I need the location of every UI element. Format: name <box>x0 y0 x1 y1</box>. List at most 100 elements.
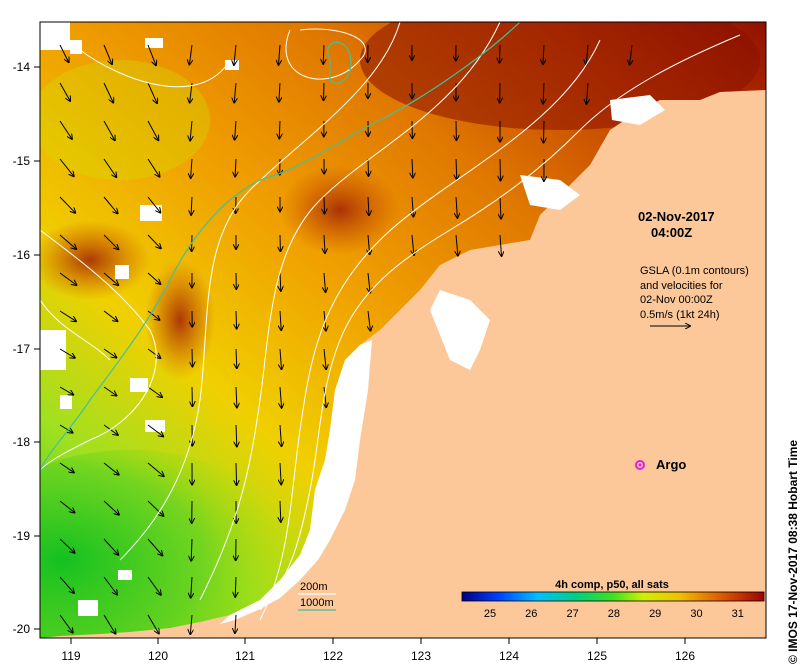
velocity-arrow <box>103 538 118 555</box>
velocity-arrow <box>280 500 281 522</box>
velocity-arrow <box>190 614 192 634</box>
velocity-arrow <box>103 272 118 285</box>
velocity-arrow <box>280 272 281 291</box>
velocity-arrow <box>324 348 326 369</box>
velocity-arrow <box>103 82 113 103</box>
velocity-arrow <box>147 234 161 248</box>
colorbar-tick-label: 30 <box>690 608 702 620</box>
coastal-gap <box>220 340 372 624</box>
colorbar: 4h comp, p50, all sats 25 26 27 28 29 30 31 <box>461 579 765 620</box>
argo-float: Argo <box>635 457 686 472</box>
depth-legend-1000m: 1000m <box>300 597 334 609</box>
lat-tick-label: -20 <box>13 622 31 636</box>
isobath-1000m <box>39 21 521 471</box>
velocity-arrow <box>412 158 413 178</box>
lon-tick-label: 121 <box>235 649 255 663</box>
velocity-arrow <box>147 120 158 140</box>
warm-water-patch <box>40 220 150 300</box>
velocity-arrow <box>324 196 325 214</box>
velocity-arrow <box>59 348 75 358</box>
velocity-arrow <box>279 44 281 65</box>
velocity-arrow <box>456 158 457 179</box>
velocity-arrow <box>368 158 369 176</box>
velocity-arrow <box>103 348 116 358</box>
velocity-arrow <box>412 196 413 217</box>
velocity-arrow <box>500 196 501 219</box>
velocity-arrow <box>147 462 164 476</box>
gsla-line-3: 02-Nov 00:00Z <box>640 294 713 306</box>
velocity-arrow <box>586 44 588 65</box>
velocity-arrow <box>147 310 160 320</box>
warm-water-patch-3 <box>280 165 400 255</box>
velocity-arrow <box>59 234 76 249</box>
velocity-arrow <box>147 348 160 358</box>
velocity-arrow <box>280 310 281 330</box>
velocity-arrow <box>59 576 74 593</box>
velocity-arrow <box>147 576 161 595</box>
velocity-arrow <box>59 500 75 513</box>
argo-label: Argo <box>656 457 686 472</box>
velocity-arrow <box>59 614 73 633</box>
velocity-arrow <box>500 44 501 63</box>
velocity-arrow <box>189 44 192 64</box>
velocity-arrow <box>59 538 75 553</box>
velocity-arrow <box>59 424 73 433</box>
velocity-arrow <box>147 386 162 397</box>
velocity-arrow <box>235 120 236 140</box>
lon-tick-label: 125 <box>587 649 607 663</box>
velocity-arrow <box>630 44 632 65</box>
velocity-arrow <box>368 310 370 331</box>
velocity-arrow <box>103 462 119 475</box>
velocity-arrow <box>323 44 324 64</box>
velocity-arrow <box>103 310 118 321</box>
velocity-arrow <box>543 82 544 104</box>
velocity-arrow <box>280 462 281 484</box>
velocity-arrow <box>59 310 76 321</box>
colorbar-tick-label: 25 <box>484 608 496 620</box>
velocity-arrow <box>59 120 72 139</box>
map-time: 04:00Z <box>651 225 692 240</box>
plot-frame <box>39 21 767 639</box>
velocity-arrows <box>59 44 632 634</box>
credit-text: © IMOS 17-Nov-2017 08:38 Hobart Time <box>786 440 800 664</box>
lat-tick-label: -17 <box>13 342 31 356</box>
lat-tick-label: -15 <box>13 154 31 168</box>
velocity-arrow <box>147 158 160 177</box>
velocity-arrow <box>147 82 157 103</box>
map-date: 02-Nov-2017 <box>638 209 715 224</box>
velocity-arrow <box>190 82 192 103</box>
velocity-arrow <box>103 44 112 64</box>
velocity-arrow <box>324 386 326 407</box>
plot-area <box>40 22 766 638</box>
bay-gap <box>430 290 490 370</box>
lon-tick-label: 122 <box>323 649 343 663</box>
gsla-contours <box>39 21 601 621</box>
velocity-arrow <box>147 44 156 65</box>
velocity-arrow <box>280 424 282 446</box>
velocity-arrow <box>147 500 163 516</box>
velocity-arrow <box>543 44 544 64</box>
cloud-gaps <box>40 22 239 616</box>
velocity-arrow <box>103 576 117 595</box>
velocity-arrow <box>279 82 280 102</box>
velocity-arrow <box>103 120 115 140</box>
colorbar-tick-label: 31 <box>732 608 744 620</box>
lon-tick-label: 120 <box>148 649 168 663</box>
lon-tick-label: 119 <box>61 649 80 663</box>
warm-water-patch-2 <box>145 260 215 380</box>
velocity-arrow <box>103 614 116 634</box>
velocity-arrow <box>147 424 163 436</box>
lat-tick-label: -18 <box>13 435 31 449</box>
velocity-arrow <box>191 196 192 215</box>
velocity-arrow <box>279 120 280 138</box>
gsla-legend: GSLA (0.1m contours) and velocities for … <box>640 265 749 326</box>
lon-tick-label: 126 <box>675 649 695 663</box>
velocity-arrow <box>324 272 326 292</box>
velocity-arrow <box>59 272 76 285</box>
velocity-arrow <box>59 82 70 101</box>
isobath-1000m-loop <box>327 41 352 84</box>
velocity-arrow <box>234 44 236 65</box>
velocity-arrow <box>103 386 116 396</box>
velocity-arrow <box>500 158 501 181</box>
